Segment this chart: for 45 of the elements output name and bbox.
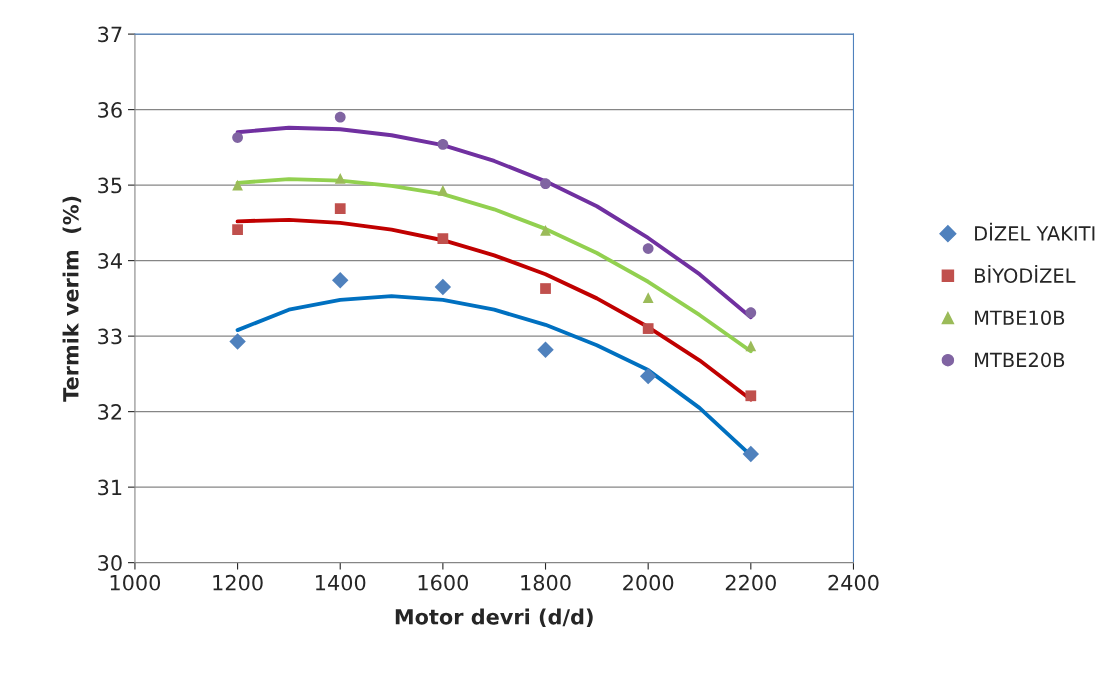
point — [745, 307, 757, 319]
point — [745, 390, 757, 402]
legend-label: MTBE10B — [975, 310, 1065, 326]
point — [437, 185, 449, 196]
y-tick-label: 37 — [98, 26, 122, 43]
y-tick-label: 32 — [98, 404, 122, 420]
legend-label: MTBE20B — [975, 352, 1065, 368]
point — [332, 272, 349, 289]
x-axis-title: Motor devri (d/d) — [395, 608, 593, 628]
y-tick-label: 30 — [98, 555, 122, 571]
y-tick-label: 31 — [98, 479, 122, 496]
y-tick-label: 34 — [98, 253, 122, 269]
point — [642, 243, 654, 254]
point — [232, 224, 243, 236]
point — [334, 172, 346, 184]
point — [742, 445, 760, 463]
legend-label: DİZEL YAKITI — [975, 222, 1095, 241]
point — [540, 225, 551, 236]
point — [437, 138, 449, 150]
point — [434, 278, 452, 296]
x-tick-label: 1400 — [316, 574, 366, 591]
x-tick-label: 1800 — [521, 574, 571, 591]
x-tick-label: 1200 — [213, 574, 263, 591]
y-tick-label: 36 — [98, 102, 122, 118]
point — [642, 323, 654, 334]
x-tick-label: 1600 — [418, 574, 468, 591]
y-tick-label: 35 — [98, 177, 122, 194]
x-tick-label: 2000 — [623, 574, 674, 591]
point — [642, 292, 654, 303]
point — [437, 233, 449, 245]
point — [232, 132, 243, 143]
point — [745, 340, 757, 352]
y-axis-title: Termik verim (%) — [62, 196, 82, 402]
point — [540, 178, 551, 189]
y-tick-label: 33 — [98, 328, 122, 345]
legend-label: BİYODİZEL — [975, 264, 1076, 283]
point — [639, 367, 657, 385]
point — [229, 333, 246, 350]
x-tick-label: 2400 — [828, 574, 879, 591]
point — [334, 203, 346, 214]
point — [540, 283, 551, 294]
point — [537, 341, 554, 358]
x-tick-label: 2200 — [725, 574, 776, 591]
point — [334, 111, 346, 123]
x-tick-label: 1000 — [110, 574, 161, 591]
